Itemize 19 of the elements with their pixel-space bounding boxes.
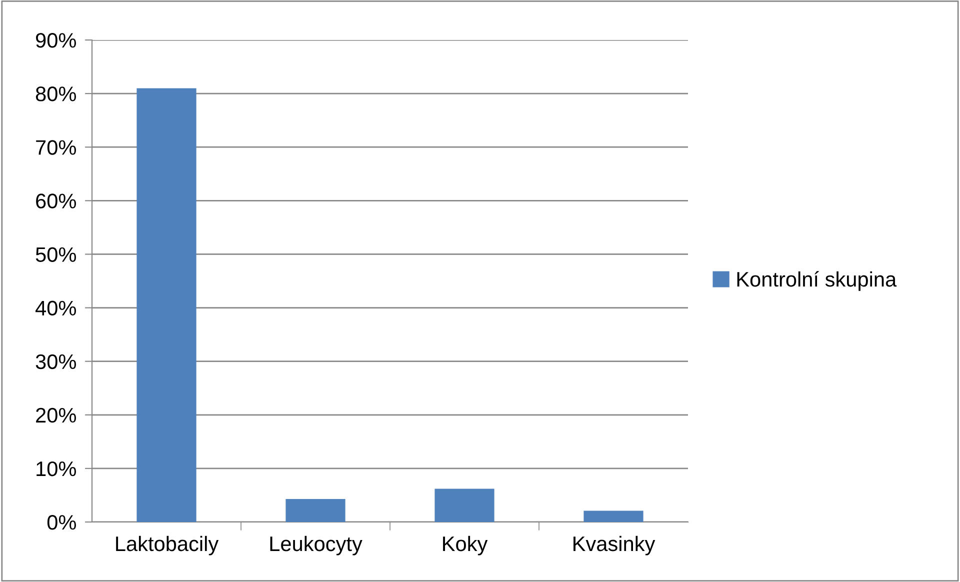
bar — [286, 498, 346, 522]
y-tick-label: 70% — [36, 140, 76, 155]
y-tick-label: 90% — [36, 33, 76, 48]
y-tick-label: 50% — [36, 247, 76, 262]
x-tick-label: Kvasinky — [574, 536, 656, 556]
y-tick-label: 60% — [36, 194, 76, 208]
x-tick-label: Laktobacily — [116, 536, 219, 556]
y-tick-label: 30% — [36, 354, 76, 370]
y-tick-label: 80% — [36, 86, 76, 102]
x-tick-label: Leukocyty — [270, 536, 362, 556]
bar — [434, 488, 494, 522]
x-tick-label: Koky — [443, 536, 488, 556]
bar — [584, 510, 644, 522]
y-tick-label: 0% — [47, 515, 76, 530]
y-tick-label: 20% — [36, 408, 76, 423]
y-tick-label: 40% — [36, 300, 76, 316]
y-tick-label: 10% — [36, 461, 76, 476]
legend-label: Kontrolní skupina — [737, 271, 897, 291]
bar — [136, 88, 196, 522]
